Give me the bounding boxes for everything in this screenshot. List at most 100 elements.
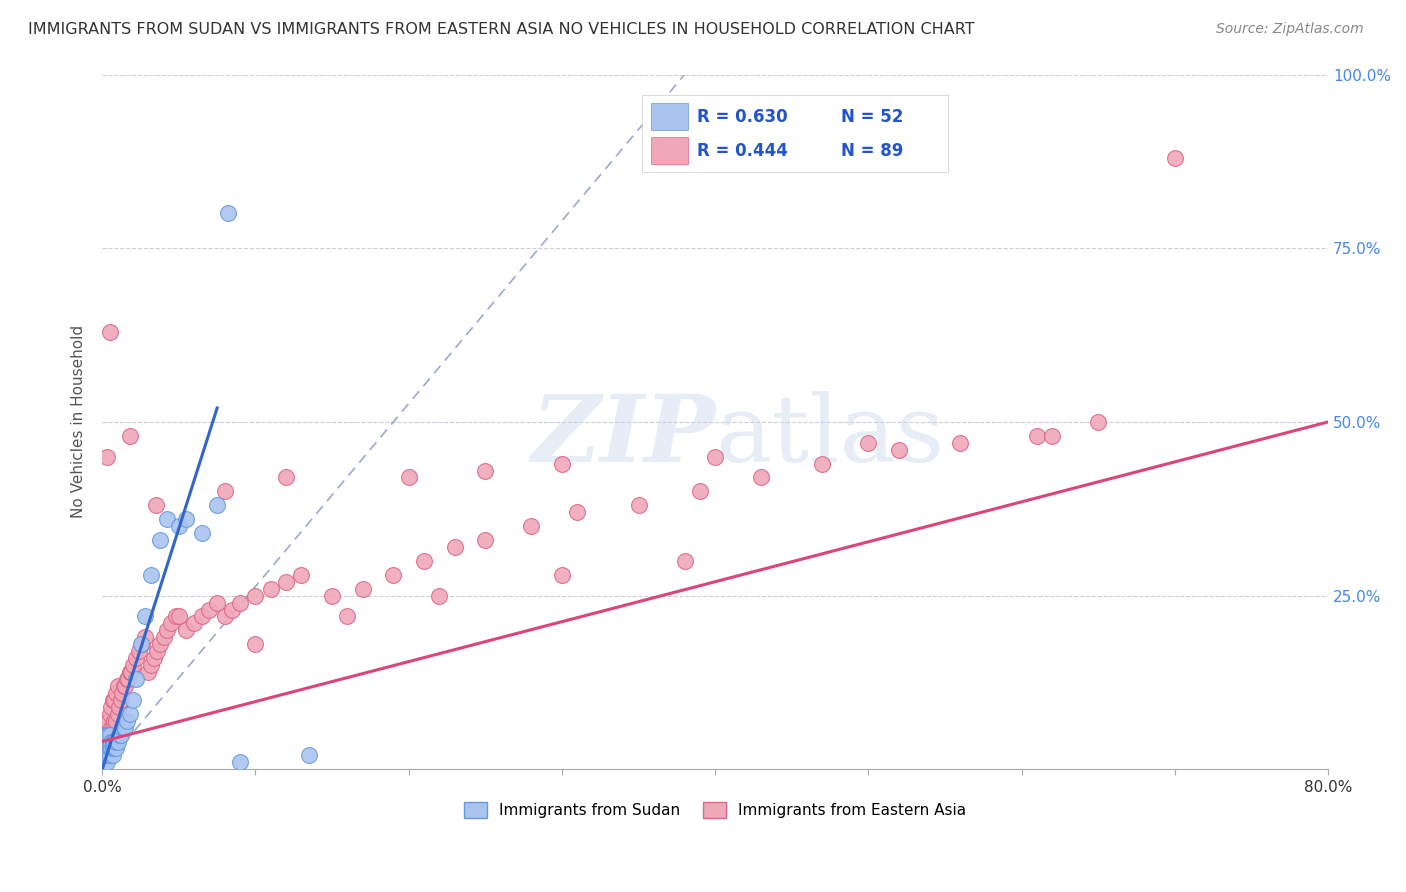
Point — [96, 756, 118, 770]
Point — [94, 741, 117, 756]
Point — [274, 470, 297, 484]
Point — [198, 602, 221, 616]
Point — [103, 741, 125, 756]
Point — [125, 672, 148, 686]
Text: IMMIGRANTS FROM SUDAN VS IMMIGRANTS FROM EASTERN ASIA NO VEHICLES IN HOUSEHOLD C: IMMIGRANTS FROM SUDAN VS IMMIGRANTS FROM… — [28, 22, 974, 37]
Point — [689, 484, 711, 499]
Point — [1087, 415, 1109, 429]
Point — [290, 567, 312, 582]
Point — [141, 658, 163, 673]
Point — [474, 464, 496, 478]
Point — [673, 554, 696, 568]
Point — [114, 679, 136, 693]
Point — [98, 734, 121, 748]
Point — [145, 498, 167, 512]
Point — [1040, 429, 1063, 443]
Point — [121, 658, 143, 673]
Point — [105, 714, 128, 728]
Point — [143, 651, 166, 665]
Point — [94, 728, 117, 742]
Point — [949, 435, 972, 450]
Point — [214, 484, 236, 499]
Legend: Immigrants from Sudan, Immigrants from Eastern Asia: Immigrants from Sudan, Immigrants from E… — [458, 796, 973, 824]
Point — [260, 582, 283, 596]
Point — [94, 734, 117, 748]
Point — [176, 512, 198, 526]
Point — [245, 589, 267, 603]
Point — [97, 714, 120, 728]
Point — [551, 457, 574, 471]
Point — [96, 728, 118, 742]
Point — [94, 728, 117, 742]
Point — [221, 602, 243, 616]
Point — [191, 526, 214, 541]
Point — [146, 644, 169, 658]
Point — [100, 721, 122, 735]
Point — [103, 693, 125, 707]
Point — [96, 721, 118, 735]
Point — [98, 728, 121, 742]
Point — [160, 616, 183, 631]
Point — [121, 693, 143, 707]
Point — [858, 435, 880, 450]
Point — [443, 540, 465, 554]
Text: ZIP: ZIP — [531, 391, 716, 481]
Point — [627, 498, 650, 512]
Point — [152, 630, 174, 644]
Point — [111, 686, 134, 700]
Point — [274, 574, 297, 589]
Point — [120, 665, 142, 679]
Point — [165, 609, 187, 624]
Point — [93, 756, 115, 770]
Point — [105, 686, 128, 700]
Point — [167, 609, 190, 624]
Point — [298, 748, 321, 763]
Point — [101, 721, 124, 735]
Point — [96, 741, 118, 756]
Point — [382, 567, 405, 582]
Point — [115, 672, 138, 686]
Point — [96, 748, 118, 763]
Text: Source: ZipAtlas.com: Source: ZipAtlas.com — [1216, 22, 1364, 37]
Point — [97, 734, 120, 748]
Point — [134, 630, 156, 644]
Point — [97, 741, 120, 756]
Point — [115, 714, 138, 728]
Point — [98, 748, 121, 763]
Point — [118, 665, 141, 679]
Point — [101, 741, 124, 756]
Point — [101, 734, 124, 748]
Point — [107, 706, 129, 721]
Point — [101, 748, 124, 763]
Point — [96, 734, 118, 748]
Point — [110, 693, 132, 707]
Point — [94, 741, 117, 756]
Point — [229, 756, 252, 770]
Point — [321, 589, 343, 603]
Point — [107, 734, 129, 748]
Point — [96, 734, 118, 748]
Point — [93, 748, 115, 763]
Point — [100, 699, 122, 714]
Point — [98, 706, 121, 721]
Point — [217, 206, 239, 220]
Point — [128, 644, 150, 658]
Point — [97, 748, 120, 763]
Point — [183, 616, 205, 631]
Point — [1026, 429, 1049, 443]
Point — [398, 470, 420, 484]
Point — [520, 519, 543, 533]
Point — [149, 637, 172, 651]
Point — [98, 325, 121, 339]
Point — [97, 728, 120, 742]
Point — [93, 748, 115, 763]
Point — [114, 721, 136, 735]
Point — [108, 699, 131, 714]
Point — [112, 721, 135, 735]
Point — [887, 442, 910, 457]
Point — [352, 582, 374, 596]
Point — [167, 519, 190, 533]
Point — [1164, 151, 1187, 165]
Point — [110, 728, 132, 742]
Point — [149, 533, 172, 547]
